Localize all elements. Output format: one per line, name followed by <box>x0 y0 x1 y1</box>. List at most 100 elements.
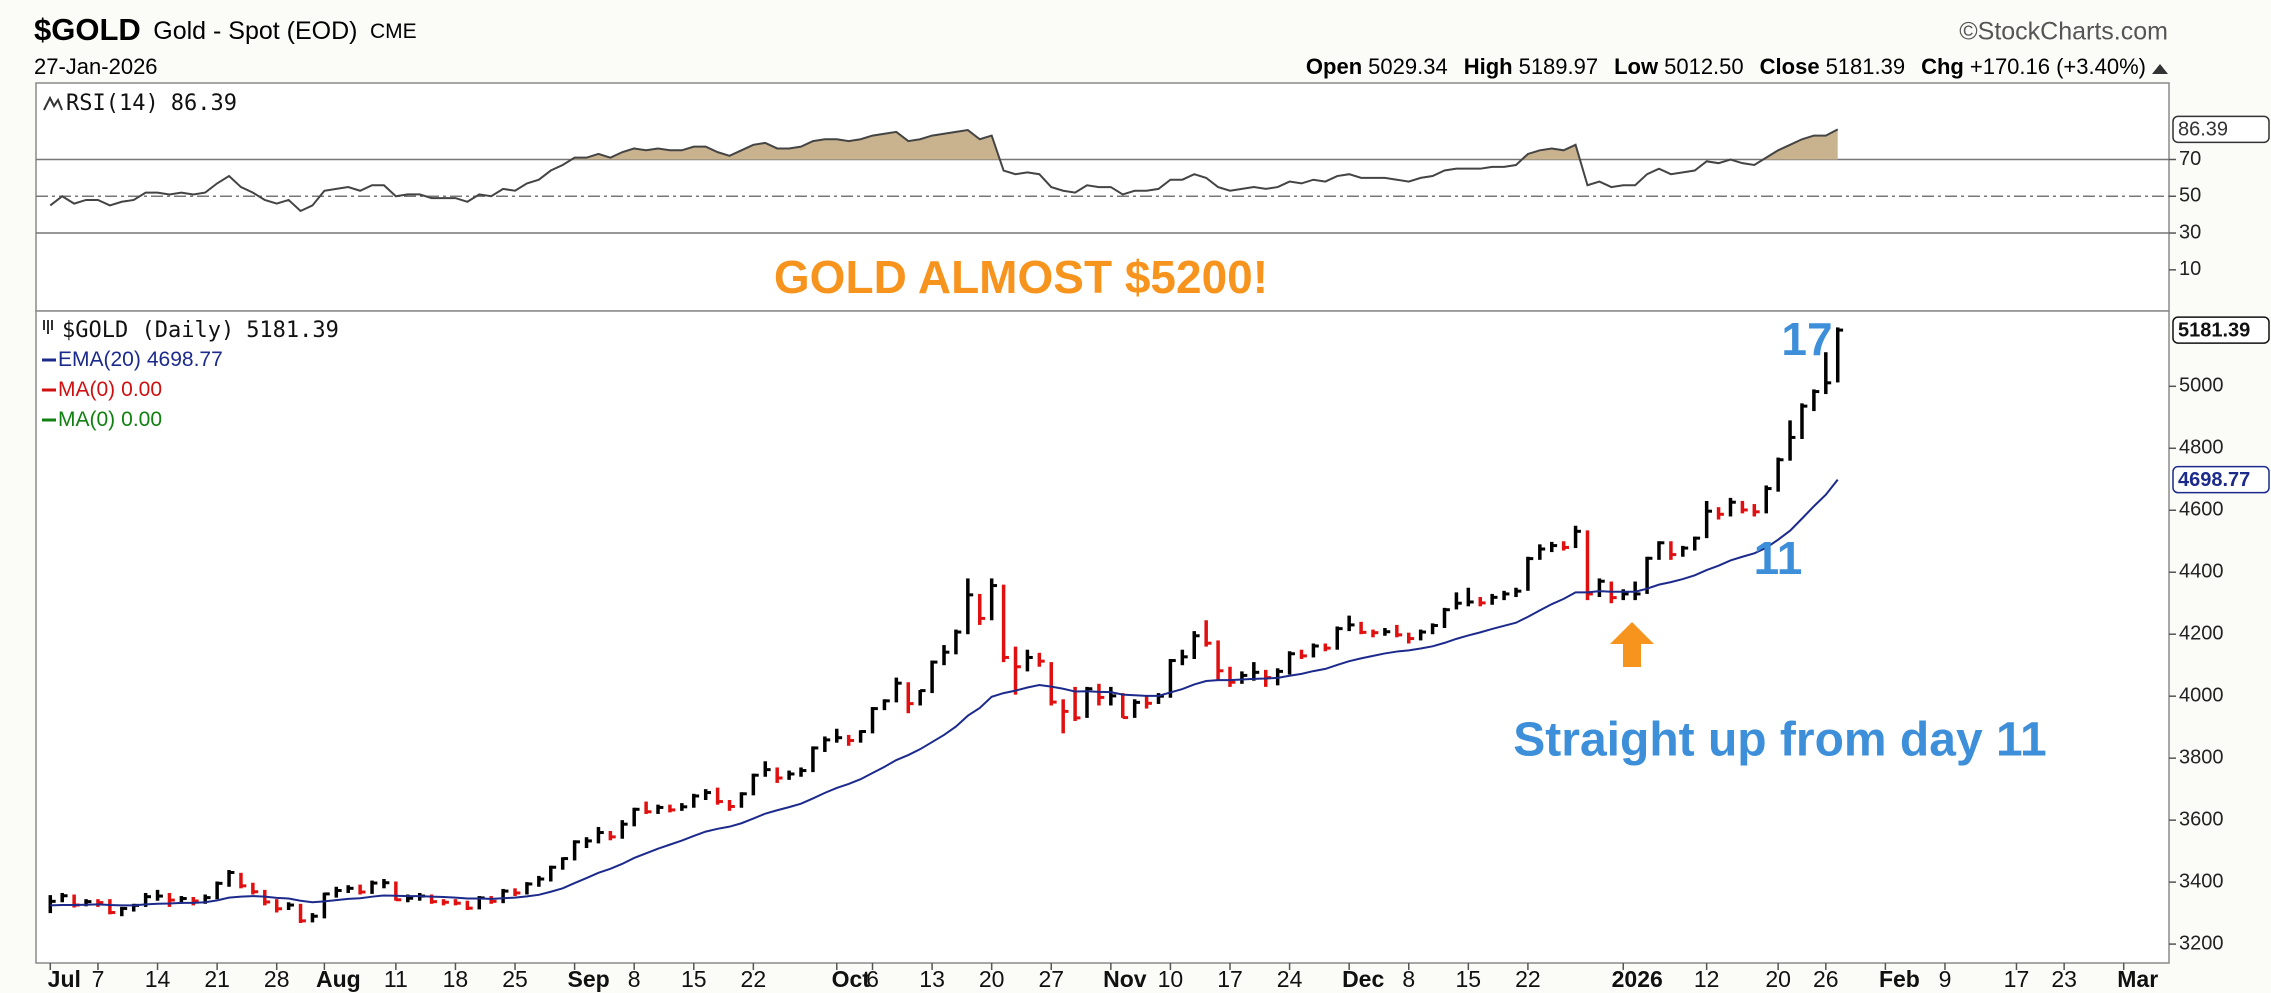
x-tick-label: 15 <box>681 966 707 992</box>
quote-label: High <box>1464 54 1513 79</box>
instrument-name: Gold - Spot (EOD) <box>153 17 357 45</box>
x-tick-label: 8 <box>628 966 641 992</box>
y-tick-label: 4000 <box>2179 684 2224 706</box>
last-close-label-box <box>2172 316 2270 344</box>
legend-ema: EMA(20) 4698.77 <box>58 348 223 371</box>
y-tick-label: 4600 <box>2179 499 2224 521</box>
x-tick-label: 13 <box>919 966 945 992</box>
rsi-icon <box>43 95 63 111</box>
y-tick-label: 70 <box>2179 148 2201 170</box>
x-tick-label: 24 <box>1277 966 1303 992</box>
x-tick-label: 22 <box>1515 966 1541 992</box>
x-tick-label: 18 <box>443 966 469 992</box>
quote-label: Chg <box>1921 54 1964 79</box>
x-tick-label: 17 <box>1217 966 1243 992</box>
annotation: 17 <box>1781 313 1832 365</box>
overbought-area <box>50 129 1838 160</box>
x-tick-label: 7 <box>92 966 105 992</box>
legend-name: $GOLD (Daily) <box>62 318 234 343</box>
last-ema-label: 4698.77 <box>2178 469 2250 491</box>
x-tick-label: 23 <box>2051 966 2077 992</box>
quote-value: 5189.97 <box>1519 54 1599 79</box>
quote-label: Low <box>1614 54 1659 79</box>
price-panel <box>35 310 2170 964</box>
legend-value: 0.00 <box>121 408 162 431</box>
annotation-arrow <box>1610 622 1654 667</box>
x-tick-label: 8 <box>1402 966 1415 992</box>
x-tick-label: 2026 <box>1612 966 1663 992</box>
quote-value: +170.16 (+3.40%) <box>1970 54 2146 79</box>
y-tick-label: 3600 <box>2179 808 2224 830</box>
source: ©StockCharts.com <box>1959 18 2168 46</box>
x-tick-label: 27 <box>1038 966 1064 992</box>
legend-price: $GOLD (Daily) 5181.39 <box>62 318 339 343</box>
rsi-line <box>49 128 1839 213</box>
legend-name: EMA(20) <box>58 348 141 371</box>
legend-name: RSI(14) <box>66 91 159 116</box>
legend-name: MA(0) <box>58 408 115 431</box>
legend-value: 5181.39 <box>246 318 339 343</box>
quote-label: Open <box>1306 54 1362 79</box>
quote-value: 5181.39 <box>1826 54 1906 79</box>
x-tick-label: Dec <box>1342 966 1384 992</box>
y-tick-label: 4800 <box>2179 437 2224 459</box>
price-icon <box>43 320 53 334</box>
legend-name: MA(0) <box>58 378 115 401</box>
y-tick-label: 30 <box>2179 221 2201 243</box>
quote-label: Close <box>1760 54 1820 79</box>
legend-ma: MA(0) 0.00 <box>58 378 162 401</box>
annotation: GOLD ALMOST $5200! <box>774 251 1268 303</box>
legend-value: 4698.77 <box>147 348 223 371</box>
exchange: CME <box>370 20 417 43</box>
last-ema-label-box <box>2172 465 2270 494</box>
x-tick-label: 14 <box>145 966 171 992</box>
legend-ma: MA(0) 0.00 <box>58 408 162 431</box>
x-tick-label: Aug <box>316 966 361 992</box>
rsi-last-value-box <box>2172 115 2270 144</box>
chart-header: $GOLD Gold - Spot (EOD) CME <box>34 12 417 47</box>
x-tick-label: Feb <box>1879 966 1920 992</box>
ema-line <box>50 479 1839 907</box>
x-tick-label: 11 <box>384 966 408 992</box>
y-tick-label: 4200 <box>2179 622 2224 644</box>
x-tick-label: Oct <box>832 966 871 992</box>
x-tick-label: 9 <box>1939 966 1952 992</box>
y-tick-label: 3400 <box>2179 870 2224 892</box>
x-tick-label: 17 <box>2004 966 2030 992</box>
legend-rsi: RSI(14) 86.39 <box>66 91 237 116</box>
x-tick-label: Jul <box>48 966 81 992</box>
x-tick-label: Sep <box>568 966 610 992</box>
legend-value: 0.00 <box>121 378 162 401</box>
y-tick-label: 3200 <box>2179 932 2224 954</box>
x-tick-label: 21 <box>204 966 230 992</box>
last-close-label: 5181.39 <box>2178 319 2250 341</box>
y-tick-label: 3800 <box>2179 746 2224 768</box>
x-tick-label: 26 <box>1813 966 1839 992</box>
annotation: 11 <box>1754 532 1803 584</box>
annotation: Straight up from day 11 <box>1513 714 2046 767</box>
y-tick-label: 5000 <box>2179 375 2224 397</box>
legend-value: 86.39 <box>171 91 237 116</box>
x-tick-label: 10 <box>1158 966 1184 992</box>
x-tick-label: 25 <box>502 966 528 992</box>
x-tick-label: Mar <box>2117 966 2158 992</box>
quote-value: 5012.50 <box>1664 54 1744 79</box>
quote-line: Open 5029.34 High 5189.97 Low 5012.50 Close 518… <box>1306 54 2146 79</box>
x-tick-label: 20 <box>979 966 1005 992</box>
x-tick-label: 15 <box>1456 966 1482 992</box>
rsi-last-value: 86.39 <box>2178 119 2228 141</box>
x-tick-label: 6 <box>866 966 879 992</box>
y-tick-label: 50 <box>2179 185 2201 207</box>
y-tick-label: 4400 <box>2179 561 2224 583</box>
x-tick-label: 20 <box>1765 966 1791 992</box>
x-tick-label: Nov <box>1103 966 1147 992</box>
date: 27-Jan-2026 <box>34 54 158 79</box>
change-arrow <box>2152 64 2168 74</box>
symbol: $GOLD <box>34 12 141 47</box>
quote-value: 5029.34 <box>1368 54 1448 79</box>
x-tick-label: 22 <box>741 966 767 992</box>
x-tick-label: 12 <box>1694 966 1720 992</box>
x-tick-label: 28 <box>264 966 290 992</box>
y-tick-label: 10 <box>2179 258 2201 280</box>
